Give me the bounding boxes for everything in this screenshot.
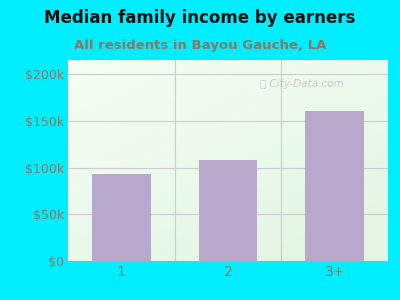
- Text: ⓘ City-Data.com: ⓘ City-Data.com: [260, 79, 344, 89]
- Text: Median family income by earners: Median family income by earners: [44, 9, 356, 27]
- Bar: [92, 174, 151, 261]
- Text: All residents in Bayou Gauche, LA: All residents in Bayou Gauche, LA: [74, 39, 326, 52]
- Bar: [305, 111, 364, 261]
- Bar: [199, 160, 257, 261]
